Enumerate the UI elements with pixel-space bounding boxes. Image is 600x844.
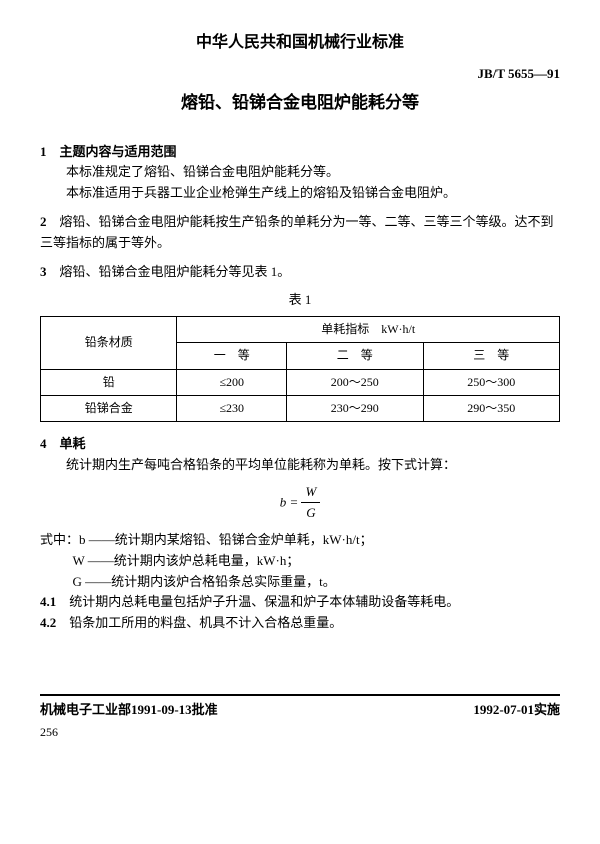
formula: b = W G xyxy=(40,482,560,525)
grade-1: 一 等 xyxy=(177,343,287,369)
table-metric-header: 单耗指标 kW·h/t xyxy=(177,317,560,343)
where-line: G ——统计期内该炉合格铅条总实际重量，t。 xyxy=(40,572,560,593)
section-4-p1: 统计期内生产每吨合格铅条的平均单位能耗称为单耗。按下式计算： xyxy=(40,455,560,476)
section-2: 2 熔铅、铅锑合金电阻炉能耗按生产铅条的单耗分为一等、二等、三等三个等级。达不到… xyxy=(40,212,560,254)
section-1-p2: 本标准适用于兵器工业企业枪弹生产线上的熔铅及铅锑合金电阻炉。 xyxy=(40,183,560,204)
where-line: W ——统计期内该炉总耗电量，kW·h； xyxy=(40,551,560,572)
approval-text: 机械电子工业部1991-09-13批准 xyxy=(40,700,218,721)
value-cell: 230～290 xyxy=(287,395,423,421)
value-cell: ≤200 xyxy=(177,369,287,395)
denominator: G xyxy=(301,503,320,524)
section-4-head: 单耗 xyxy=(60,436,86,451)
value-cell: 200～250 xyxy=(287,369,423,395)
section-4-2: 4.2 铅条加工所用的料盘、机具不计入合格总重量。 xyxy=(40,613,560,634)
where-label: 式中： xyxy=(40,532,79,547)
table-corner: 铅条材质 xyxy=(41,317,177,369)
table-row: 铅 ≤200 200～250 250～300 xyxy=(41,369,560,395)
section-4-2-num: 4.2 xyxy=(40,615,56,630)
section-1-p1: 本标准规定了熔铅、铅锑合金电阻炉能耗分等。 xyxy=(40,162,560,183)
section-4-2-text: 铅条加工所用的料盘、机具不计入合格总重量。 xyxy=(69,615,342,630)
section-1-num: 1 xyxy=(40,144,47,159)
section-1-head: 主题内容与适用范围 xyxy=(60,144,177,159)
section-2-text: 熔铅、铅锑合金电阻炉能耗按生产铅条的单耗分为一等、二等、三等三个等级。达不到三等… xyxy=(40,214,554,250)
material-cell: 铅 xyxy=(41,369,177,395)
table-caption: 表 1 xyxy=(40,290,560,311)
effective-text: 1992-07-01实施 xyxy=(473,700,560,721)
section-4-1: 4.1 统计期内总耗电量包括炉子升温、保温和炉子本体辅助设备等耗电。 xyxy=(40,592,560,613)
formula-lhs: b = xyxy=(280,494,299,509)
value-cell: 250～300 xyxy=(423,369,559,395)
doc-title: 熔铅、铅锑合金电阻炉能耗分等 xyxy=(40,89,560,116)
where-line: b ——统计期内某熔铅、铅锑合金炉单耗，kW·h/t； xyxy=(79,532,373,547)
section-3-num: 3 xyxy=(40,264,47,279)
org-header: 中华人民共和国机械行业标准 xyxy=(40,30,560,56)
standard-code: JB/T 5655—91 xyxy=(40,64,560,85)
material-cell: 铅锑合金 xyxy=(41,395,177,421)
footer: 机械电子工业部1991-09-13批准 1992-07-01实施 256 xyxy=(40,694,560,742)
energy-table: 铅条材质 单耗指标 kW·h/t 一 等 二 等 三 等 铅 ≤200 200～… xyxy=(40,316,560,422)
table-row: 铅锑合金 ≤230 230～290 290～350 xyxy=(41,395,560,421)
grade-2: 二 等 xyxy=(287,343,423,369)
section-1: 1 主题内容与适用范围 本标准规定了熔铅、铅锑合金电阻炉能耗分等。 本标准适用于… xyxy=(40,142,560,204)
section-2-num: 2 xyxy=(40,214,47,229)
section-4: 4 单耗 统计期内生产每吨合格铅条的平均单位能耗称为单耗。按下式计算： b = … xyxy=(40,434,560,634)
section-3-text: 熔铅、铅锑合金电阻炉能耗分等见表 1。 xyxy=(60,264,291,279)
numerator: W xyxy=(301,482,320,504)
section-4-num: 4 xyxy=(40,436,47,451)
page-number: 256 xyxy=(40,723,560,742)
section-4-1-text: 统计期内总耗电量包括炉子升温、保温和炉子本体辅助设备等耗电。 xyxy=(69,594,459,609)
section-4-1-num: 4.1 xyxy=(40,594,56,609)
section-3: 3 熔铅、铅锑合金电阻炉能耗分等见表 1。 xyxy=(40,262,560,283)
value-cell: ≤230 xyxy=(177,395,287,421)
fraction: W G xyxy=(301,482,320,525)
where-block: 式中：b ——统计期内某熔铅、铅锑合金炉单耗，kW·h/t； W ——统计期内该… xyxy=(40,530,560,592)
grade-3: 三 等 xyxy=(423,343,559,369)
value-cell: 290～350 xyxy=(423,395,559,421)
